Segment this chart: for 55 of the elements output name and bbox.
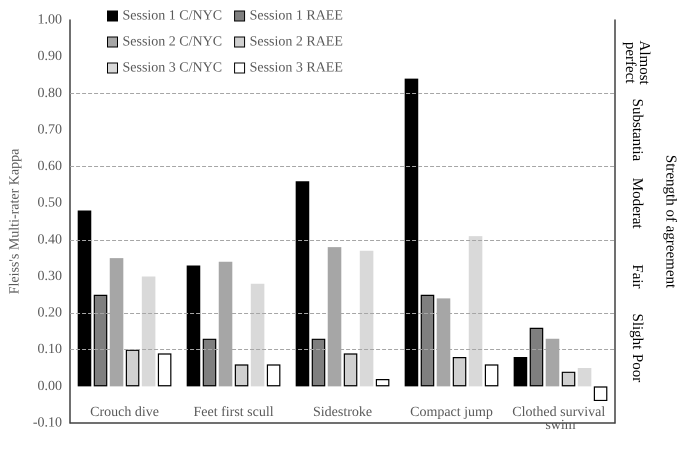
legend-label: Session 1 RAEE (250, 8, 343, 24)
y-tick-label: 0.10 (38, 342, 62, 358)
y-axis-title: Fleiss's Multi-rater Kappa (8, 148, 22, 294)
bar (404, 78, 418, 386)
bar (94, 294, 108, 386)
bar (158, 353, 172, 386)
bar (578, 368, 592, 386)
x-tick-label: Compact jump (410, 405, 493, 420)
y-tick-label: 1.00 (38, 12, 62, 28)
bar (250, 284, 264, 386)
x-tick-label: Crouch dive (90, 405, 159, 420)
text: Moderat (629, 178, 645, 230)
bar (312, 338, 326, 386)
legend-label: Session 3 C/NYC (122, 60, 222, 76)
y-tick-label: 0.30 (38, 268, 62, 284)
bar (344, 353, 358, 386)
bar (484, 364, 498, 386)
y-tick-label: 0.40 (38, 232, 62, 248)
bar (376, 379, 390, 386)
bar (234, 364, 248, 386)
text: Poor (629, 354, 645, 382)
text: Almost perfect (622, 40, 652, 86)
x-tick-label: Feet first scull (193, 405, 274, 420)
bar (296, 181, 310, 386)
y-tick-label: -0.10 (32, 416, 62, 430)
bar (452, 357, 466, 386)
y-tick-label: 0.00 (38, 378, 62, 394)
text: Slight (629, 313, 645, 350)
bar (562, 372, 576, 386)
bar (468, 236, 482, 386)
bar (594, 386, 608, 402)
bar (530, 328, 544, 386)
legend-label: Session 3 RAEE (250, 60, 343, 76)
bar (514, 357, 528, 386)
bar (360, 250, 374, 386)
y-tick-label: 0.60 (38, 159, 62, 174)
bar (126, 350, 140, 386)
y-tick-label: 0.90 (38, 49, 62, 64)
legend-label: Session 1 C/NYC (122, 8, 222, 24)
bar (78, 210, 92, 386)
y-tick-label: 0.80 (38, 86, 62, 101)
bar (142, 276, 156, 386)
text: Substantia (629, 98, 645, 162)
legend-label: Session 2 RAEE (250, 34, 343, 50)
bar (202, 338, 216, 386)
y-tick-label: 0.70 (38, 122, 62, 138)
bar (186, 265, 200, 386)
y-tick-label: 0.20 (38, 306, 62, 321)
y-tick-label: 0.50 (38, 196, 62, 211)
text: Fair (629, 264, 645, 289)
y2-axis-title: Strength of agreement (662, 154, 678, 289)
x-tick-label: Sidestroke (312, 405, 372, 420)
bar (266, 364, 280, 386)
bar (420, 294, 434, 386)
legend-label: Session 2 C/NYC (122, 34, 222, 50)
